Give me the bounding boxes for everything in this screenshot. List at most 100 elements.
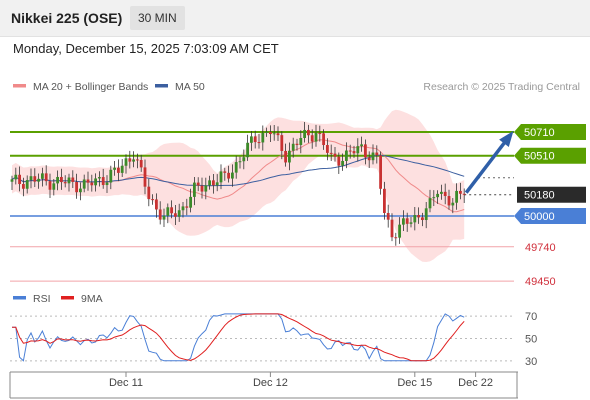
candle-body <box>337 156 341 166</box>
x-tick-label: Dec 15 <box>397 377 432 389</box>
rsi-legend-swatch <box>61 296 74 300</box>
candle-body <box>44 173 48 182</box>
candle-body <box>432 197 436 199</box>
price-levels <box>10 131 514 282</box>
candle-body <box>63 182 67 184</box>
candle-body <box>436 193 439 198</box>
rsi-legend-swatch <box>13 296 26 300</box>
candle-body <box>117 167 120 173</box>
candle-body <box>98 177 101 179</box>
candle-body <box>451 202 455 206</box>
candle-body <box>424 208 428 221</box>
candle-body <box>56 176 59 184</box>
rsi-legend: RSI 9MA <box>13 293 103 305</box>
candle-body <box>288 150 291 163</box>
candle-body <box>136 159 139 161</box>
candle-body <box>443 191 447 197</box>
candle-body <box>379 155 382 189</box>
candle-body <box>128 158 132 162</box>
candle-body <box>82 179 86 189</box>
candle-body <box>265 131 268 134</box>
candle-body <box>375 152 379 156</box>
projection-shaft <box>464 136 510 194</box>
candle-body <box>120 165 124 173</box>
candle-body <box>238 161 242 163</box>
candle-body <box>234 162 238 173</box>
credit-text: Research © 2025 Trading Central <box>423 81 580 93</box>
candle-body <box>166 207 170 216</box>
candle-body <box>101 177 105 186</box>
candle-body <box>322 133 325 146</box>
candle-body <box>177 210 181 217</box>
candle-body <box>299 137 303 145</box>
candle-body <box>356 146 360 154</box>
candle-body <box>67 177 71 184</box>
candle-body <box>105 182 109 186</box>
candle-body <box>158 209 162 220</box>
candle-body <box>428 198 432 209</box>
candle-body <box>193 182 196 197</box>
rsi-legend-label: RSI <box>33 293 51 305</box>
projection-head <box>499 130 514 148</box>
candle-body <box>447 196 451 206</box>
candle-body <box>246 142 249 158</box>
rsi-tick-label: 50 <box>525 334 537 346</box>
level-labels: 50710 50510 50180 50000 49740 49450 <box>514 124 586 288</box>
candle-body <box>143 167 147 187</box>
candle-body <box>318 132 322 134</box>
candle-body <box>215 182 219 186</box>
rsi-panel: 70 50 30 <box>10 311 537 368</box>
candle-body <box>276 133 280 136</box>
candle-body <box>48 181 52 190</box>
candle-body <box>253 136 257 143</box>
candle-body <box>219 171 223 183</box>
legend-label: MA 50 <box>175 81 205 93</box>
x-tick-label: Dec 11 <box>109 377 143 389</box>
candle-body <box>132 159 135 162</box>
candle-body <box>90 182 94 186</box>
interval-button[interactable]: 30 MIN <box>130 6 185 30</box>
current-price-box <box>517 186 586 203</box>
candle-body <box>242 157 246 162</box>
projection-arrow <box>464 130 514 194</box>
pivot-label: 50000 <box>524 211 555 223</box>
legend-swatch <box>13 84 26 88</box>
candle-body <box>398 224 401 238</box>
candle-body <box>394 237 398 239</box>
candle-body <box>22 184 25 189</box>
bollinger-band-area <box>12 109 465 262</box>
candle-body <box>181 206 185 211</box>
candle-body <box>86 179 90 183</box>
legend-label: MA 20 + Bollinger Bands <box>33 81 148 93</box>
candle-body <box>189 196 192 208</box>
resistance-label-box <box>514 124 586 141</box>
candle-body <box>25 180 29 189</box>
rsi-line <box>12 313 465 362</box>
support-label: 49740 <box>525 242 556 254</box>
candle-body <box>257 142 261 144</box>
resistance-label: 50510 <box>524 151 555 163</box>
candle-body <box>185 206 189 208</box>
candle-body <box>390 219 394 238</box>
candle-body <box>307 129 310 136</box>
candle-body <box>170 207 173 214</box>
candle-body <box>10 179 14 182</box>
candle-body <box>459 190 462 194</box>
candle-body <box>386 212 390 220</box>
candle-body <box>314 132 318 142</box>
candle-body <box>310 135 314 142</box>
candle-body <box>196 182 200 186</box>
candle-body <box>79 188 82 193</box>
candle-body <box>440 191 443 194</box>
candle-body <box>409 222 413 224</box>
candle-body <box>41 173 44 179</box>
candle-body <box>345 150 348 161</box>
candle-body <box>33 176 37 182</box>
candle-body <box>113 167 116 170</box>
candle-body <box>18 174 21 185</box>
rsi-legend-label: 9MA <box>81 293 103 305</box>
legend-swatch <box>155 84 168 88</box>
chart-timestamp: Monday, December 15, 2025 7:03:09 AM CET <box>13 41 279 56</box>
resistance-label-box <box>514 147 586 164</box>
